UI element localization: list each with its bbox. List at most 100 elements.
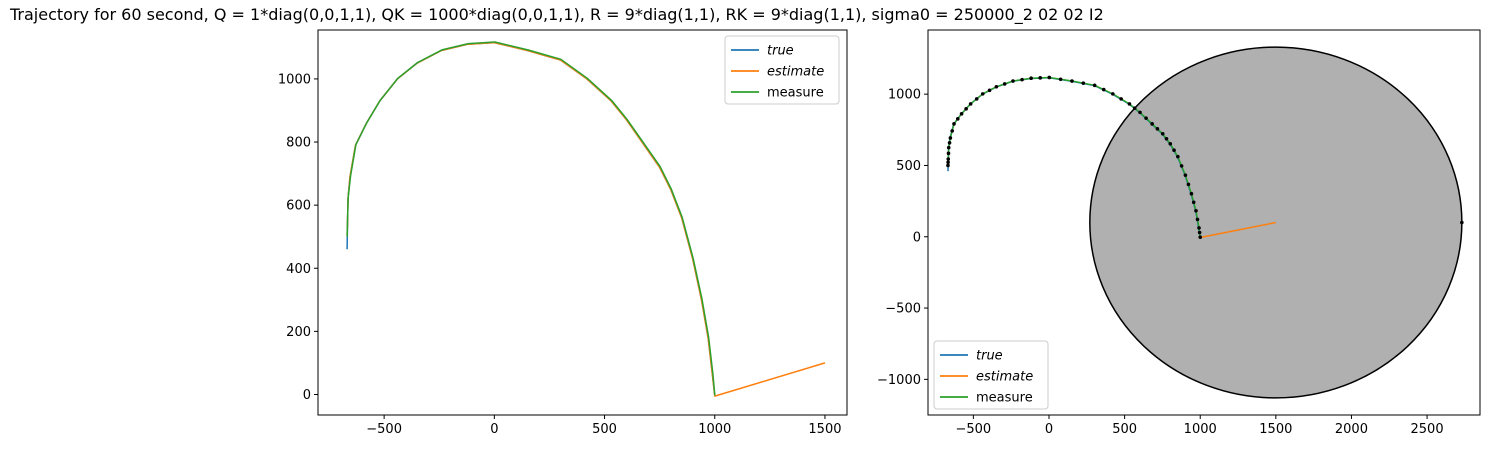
y-tick-label: 400 [286,262,311,277]
measure-point [964,107,968,111]
x-tick-label: 1500 [808,422,841,437]
measure-point [1197,230,1202,235]
measure-point [1029,76,1033,80]
x-tick-label: 500 [592,422,617,437]
measure-point [1002,82,1007,86]
x-tick-label: −500 [366,422,402,437]
legend-box [724,35,840,105]
x-tick-label: 1000 [1184,422,1217,437]
measure-point [1189,191,1194,196]
measure-point [946,157,951,161]
measure-point [952,122,956,126]
measure-point [946,145,951,150]
measure-point [1164,136,1169,141]
measure-point [959,112,964,116]
series-measure [346,41,716,396]
legend-label-estimate: estimate [976,370,1033,385]
measure-point [1111,92,1115,96]
y-tick-label: −500 [885,302,921,317]
measure-point [948,136,953,140]
measure-point [1101,87,1106,92]
legend-box [933,340,1049,410]
chart-2: −500 0 500 1000 1500 2000 2500 −1000 −500 0 500 100… [877,29,1481,437]
circle-edge-marker [1460,220,1464,225]
measure-point [946,160,950,165]
y-tick-label: 1000 [888,88,921,103]
measure-point [1058,77,1063,82]
measure-point [980,92,985,96]
measure-point [1127,102,1132,106]
measure-point [1195,217,1200,222]
measure-point [950,129,954,133]
y-tick-label: 1000 [278,72,311,87]
x-tick-label: −500 [956,422,992,437]
measure-point [1172,148,1176,153]
x-tick-label: 1500 [1259,422,1292,437]
measure-point [1194,209,1198,213]
measure-point [1186,182,1191,187]
y-tick-label: 200 [286,325,311,340]
series-true [947,77,1201,238]
series-estimate [1200,221,1276,239]
x-tick-label: 1000 [698,422,731,437]
x-tick-label: 2500 [1411,422,1444,437]
series-true [346,41,716,397]
plot-area [346,41,826,397]
x-tick-label: 2000 [1335,422,1368,437]
measure-point [1179,164,1184,168]
series-measure [947,76,1201,238]
measure-point [1020,77,1024,82]
measure-point [1176,154,1180,159]
plot-area [946,46,1464,399]
measure-point [946,151,951,156]
measure-point [1197,226,1201,230]
measure-point [1070,79,1074,83]
legend-label-estimate: estimate [767,65,824,80]
measure-point [1155,127,1160,131]
legend-label-true: true [767,44,794,59]
y-tick-label: 0 [913,230,921,245]
chart-1: −500 0 500 1000 1500 0 200 400 600 800 1000 true est… [278,29,848,437]
measure-point [1138,110,1142,115]
measure-point [1081,81,1086,85]
measure-point [1047,75,1052,80]
legend-label-true: true [976,349,1003,364]
measure-point [1160,132,1165,136]
measure-point [955,117,960,121]
y-tick-label: −1000 [877,373,921,388]
legend: true estimate measure [724,35,840,105]
measure-point [974,97,979,101]
measure-point [1150,122,1154,126]
y-tick-label: 600 [286,199,311,214]
measure-point [994,84,999,89]
measure-point [1011,79,1015,83]
measure-point [1119,97,1123,101]
legend-label-measure: measure [767,86,824,101]
measure-point [946,163,950,168]
measure-point [1168,141,1173,146]
x-tick-label: 0 [490,422,498,437]
legend: true estimate measure [933,340,1049,410]
figure-title: Trajectory for 60 second, Q = 1*diag(0,0… [10,5,1104,24]
measure-point [1183,173,1188,177]
measure-point [987,88,992,93]
measure-point [947,140,952,145]
series-estimate [346,41,826,397]
measure-point [1092,83,1097,88]
measure-point [1191,200,1196,205]
axes-frame [317,29,848,416]
measure-point [1038,76,1043,80]
x-tick-label: 0 [1045,422,1053,437]
y-tick-label: 500 [896,159,921,174]
x-tick-label: 500 [1112,422,1137,437]
measure-point [1132,106,1137,110]
legend-label-measure: measure [976,391,1033,406]
measure-point [968,102,973,106]
measure-point [1144,116,1148,120]
y-tick-label: 800 [286,136,311,151]
measure-point [1198,235,1203,239]
uncertainty-circle [1089,46,1463,399]
axes-frame [927,29,1481,416]
y-tick-label: 0 [303,388,311,403]
